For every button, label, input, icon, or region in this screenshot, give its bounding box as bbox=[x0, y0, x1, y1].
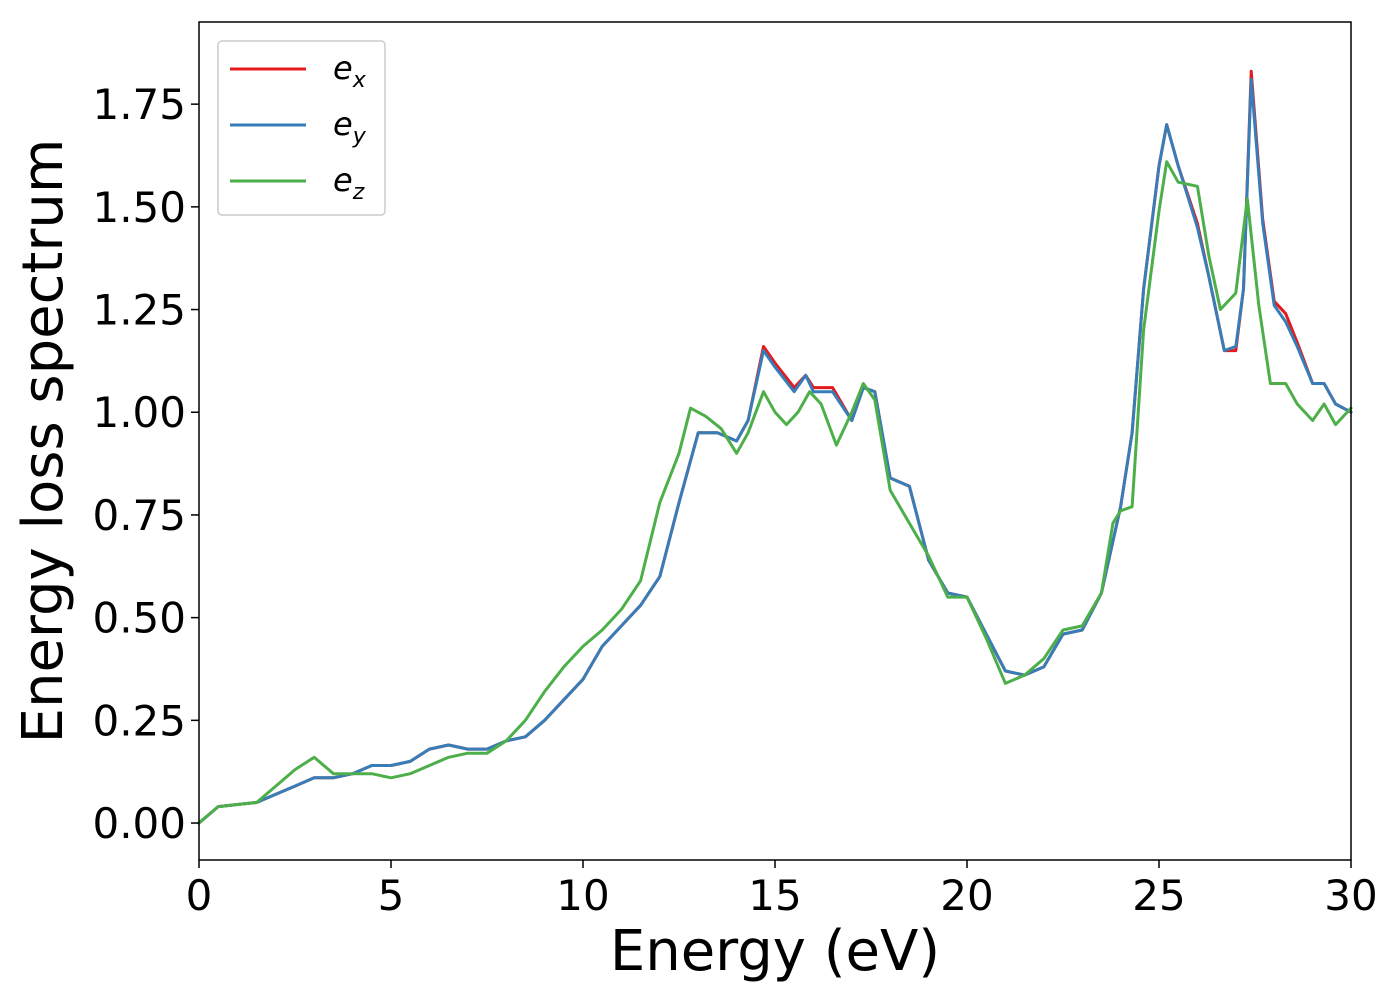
y-axis-label: Energy loss spectrum bbox=[11, 139, 76, 744]
legend-label-subscript: x bbox=[352, 68, 367, 93]
series-line-ey bbox=[197, 78, 1353, 825]
y-tick-label: 1.00 bbox=[92, 388, 186, 437]
y-tick-label: 0.25 bbox=[92, 696, 186, 745]
y-axis-ticks: 0.00 0.25 0.50 0.75 1.00 1.25 1.50 1.75 bbox=[92, 80, 199, 848]
legend-box bbox=[217, 40, 386, 216]
y-tick-label: 1.50 bbox=[92, 183, 186, 232]
x-axis-ticks: 0 5 10 15 20 25 30 bbox=[186, 860, 1378, 920]
legend-label-main: e bbox=[333, 105, 353, 143]
legend-label-ez: ez bbox=[333, 161, 365, 205]
legend-label-ey: ey bbox=[333, 105, 367, 149]
y-tick-label: 0.00 bbox=[92, 799, 186, 848]
y-tick-label: 1.75 bbox=[92, 80, 186, 129]
y-tick-label: 0.50 bbox=[92, 594, 186, 643]
x-tick-label: 30 bbox=[1324, 871, 1377, 920]
legend-label-main: e bbox=[333, 161, 353, 199]
x-tick-label: 15 bbox=[748, 871, 801, 920]
legend-label-ex: ex bbox=[333, 49, 367, 93]
x-tick-label: 5 bbox=[378, 871, 405, 920]
x-tick-label: 20 bbox=[940, 871, 993, 920]
x-tick-label: 10 bbox=[556, 871, 609, 920]
x-tick-label: 0 bbox=[186, 871, 213, 920]
y-tick-label: 0.75 bbox=[92, 491, 186, 540]
legend-label-subscript: z bbox=[352, 180, 365, 205]
legend-label-main: e bbox=[333, 49, 353, 87]
x-axis-label: Energy (eV) bbox=[610, 919, 940, 984]
y-tick-label: 1.25 bbox=[92, 286, 186, 335]
series-layer bbox=[197, 69, 1353, 825]
series-line-ez bbox=[197, 160, 1353, 825]
legend-label-subscript: y bbox=[352, 124, 367, 149]
x-tick-label: 25 bbox=[1132, 871, 1185, 920]
